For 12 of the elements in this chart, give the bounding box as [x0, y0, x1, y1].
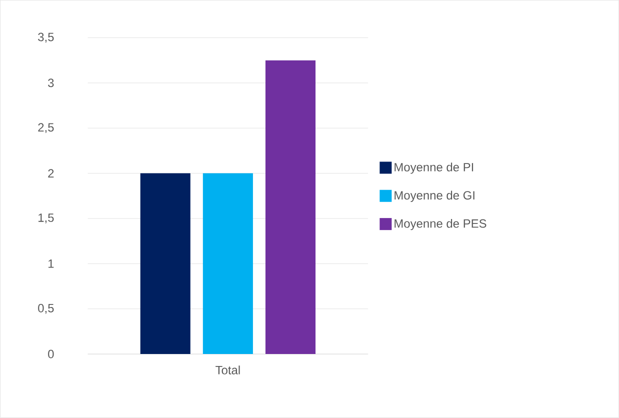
legend-label: Moyenne de GI: [394, 190, 474, 202]
y-tick-label: 2: [48, 169, 54, 178]
y-tick-label: 3,5: [38, 32, 54, 43]
y-tick-label: 0,5: [38, 304, 54, 314]
x-tick-label: Total: [216, 366, 240, 374]
y-tick-label: 1,5: [38, 214, 54, 224]
legend-label: Moyenne de PES: [394, 219, 486, 230]
y-tick-label: 2,5: [38, 123, 54, 134]
y-tick-label: 1: [48, 260, 54, 268]
y-tick-label: 0: [48, 350, 54, 358]
legend-label: Moyenne de PI: [394, 162, 474, 174]
y-tick-label: 3: [48, 78, 54, 88]
